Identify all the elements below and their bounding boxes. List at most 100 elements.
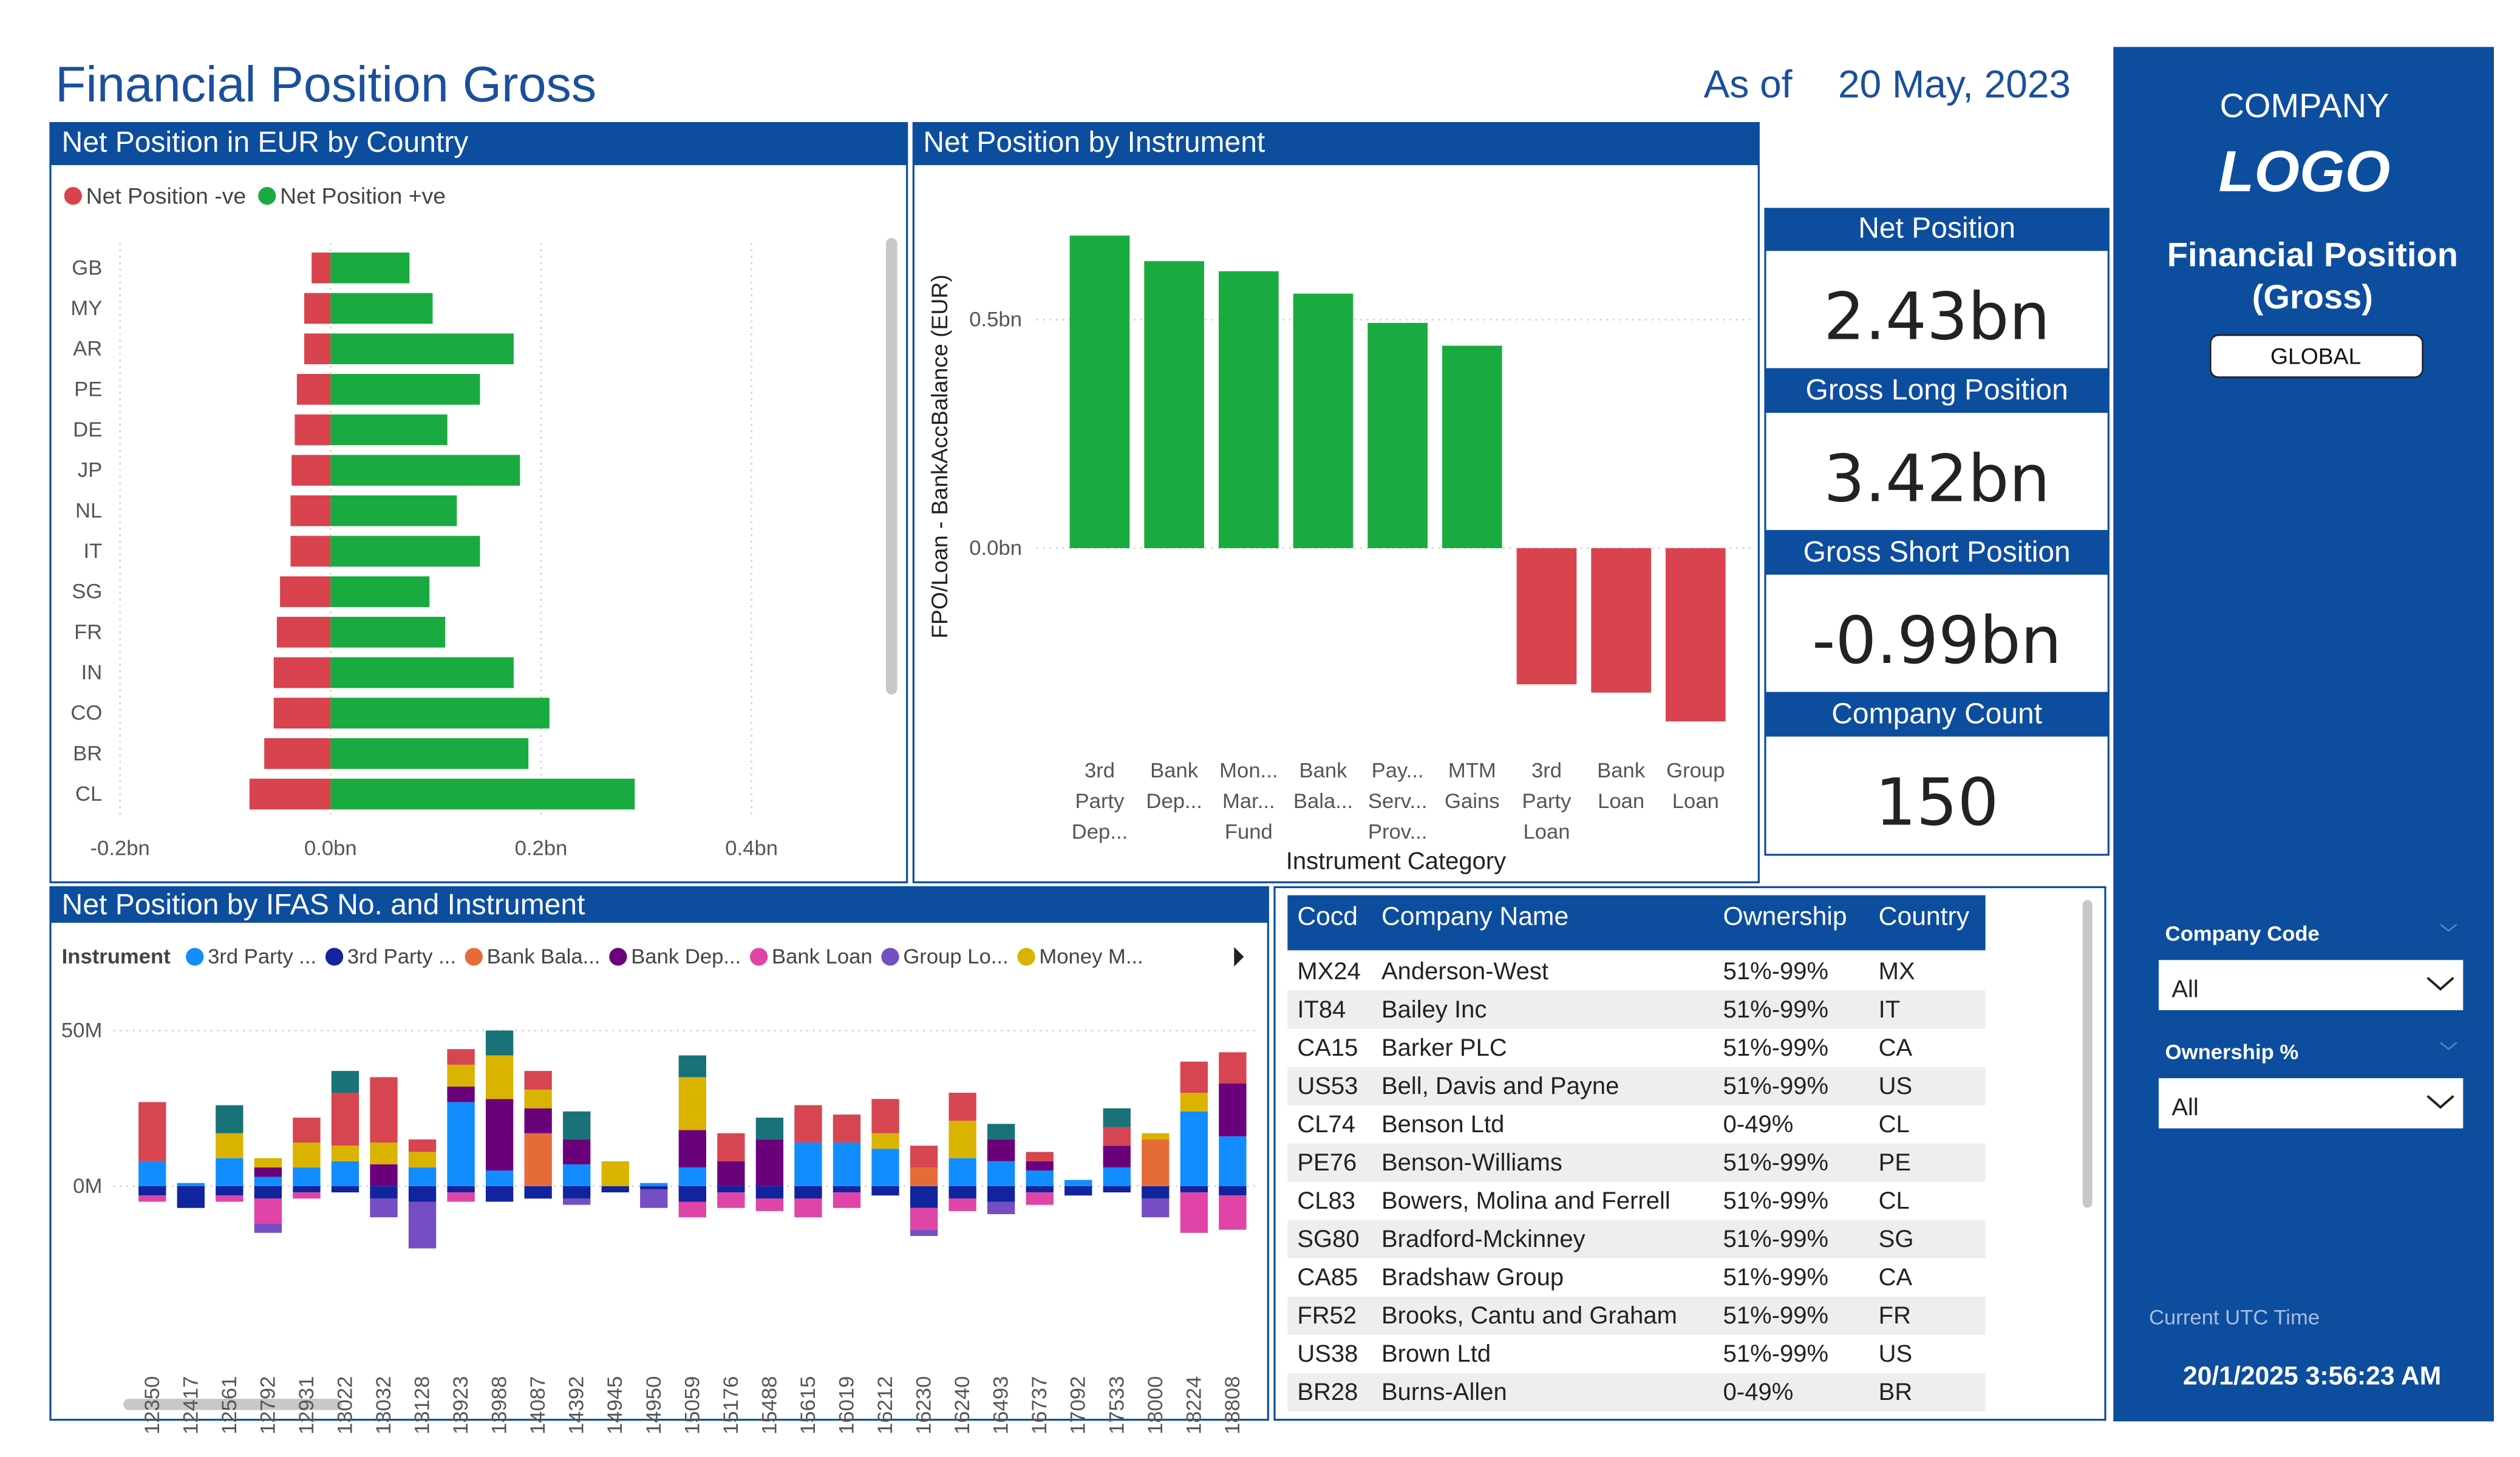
dropdown[interactable]: [2159, 960, 2464, 1010]
cell: Benson Ltd: [1381, 1111, 1504, 1138]
legend-title: Instrument: [62, 945, 171, 968]
cell: Bradshaw Group: [1381, 1264, 1564, 1291]
y-tick-label: NL: [75, 499, 102, 522]
bar-segment: [1026, 1192, 1054, 1205]
global-button[interactable]: [2210, 334, 2423, 378]
dropdown-value[interactable]: All: [2171, 1094, 2198, 1121]
bar-segment: [447, 1064, 475, 1087]
bar-segment: [1142, 1186, 1170, 1199]
bar-segment: [640, 1186, 668, 1189]
cell: MX: [1879, 958, 1915, 985]
bar-segment: [601, 1186, 629, 1193]
x-tick-label: Mon... Mar... Fund: [1219, 759, 1278, 843]
x-tick-label: 15615: [797, 1376, 820, 1435]
cell: CL74: [1297, 1111, 1355, 1138]
y-tick-label: 0.0bn: [969, 537, 1022, 560]
bar-segment: [138, 1186, 166, 1196]
cell: MX24: [1297, 958, 1361, 985]
scrollbar[interactable]: [123, 1399, 342, 1410]
bar-segment: [755, 1198, 784, 1211]
column-header: Company Name: [1381, 902, 1568, 931]
bar-segment: [601, 1161, 629, 1186]
x-tick-label: 13032: [372, 1376, 395, 1435]
legend-swatch: [881, 948, 899, 966]
bar-segment: [1026, 1161, 1054, 1171]
y-tick-label: IT: [84, 540, 103, 563]
bar-segment: [216, 1133, 243, 1158]
bar-segment: [254, 1198, 282, 1224]
legend-swatch: [325, 948, 344, 966]
panel-title: Net Position in EUR by Country: [62, 126, 469, 158]
filter-chevron[interactable]: [2440, 1042, 2457, 1050]
utc-time: 20/1/2025 3:56:23 AM: [2183, 1362, 2441, 1391]
legend-label: Bank Dep...: [631, 945, 741, 968]
scrollbar[interactable]: [886, 238, 897, 695]
bar-segment: [331, 1146, 359, 1161]
logo: LOGO: [2219, 139, 2391, 204]
kpi-header: [1765, 370, 2109, 413]
bar-segment: [948, 1093, 976, 1121]
bar-segment: [408, 1139, 437, 1152]
dropdown-chevron[interactable]: [2426, 1095, 2454, 1109]
bar-segment: [524, 1186, 552, 1199]
x-tick-label: Bank Loan: [1597, 759, 1646, 813]
bar-segment: [216, 1186, 243, 1196]
bar-segment: [987, 1139, 1015, 1161]
panel-header: [50, 887, 1269, 923]
x-tick-label: 3rd Party Dep...: [1072, 759, 1128, 843]
panel-frame: [1273, 886, 2106, 1421]
row-stripe: [1287, 1143, 1986, 1182]
cell: BR28: [1297, 1379, 1358, 1405]
bar-segment: [447, 1102, 475, 1186]
bar-segment: [1219, 1195, 1247, 1230]
legend-next-arrow[interactable]: [1234, 947, 1244, 966]
dropdown[interactable]: [2159, 1078, 2464, 1129]
bar: [330, 698, 550, 728]
bar-segment: [563, 1111, 591, 1139]
cell: Brooks, Cantu and Graham: [1381, 1302, 1677, 1329]
dropdown-chevron[interactable]: [2426, 977, 2454, 991]
bar-segment: [563, 1186, 591, 1199]
x-tick-label: 16493: [990, 1376, 1013, 1435]
x-tick-label: 17533: [1105, 1376, 1128, 1435]
legend-label: Bank Loan: [772, 945, 873, 968]
bar-segment: [794, 1198, 822, 1218]
legend-swatch: [609, 948, 627, 966]
x-tick-label: 0.2bn: [515, 837, 568, 860]
bar-segment: [254, 1186, 282, 1199]
bar-segment: [485, 1030, 514, 1056]
bar-segment: [871, 1133, 899, 1149]
row-stripe: [1287, 1373, 1986, 1411]
global-button-label[interactable]: GLOBAL: [2270, 344, 2361, 369]
dropdown-value[interactable]: All: [2171, 976, 2198, 1002]
bar-segment: [254, 1167, 282, 1177]
bar-segment: [447, 1086, 475, 1102]
bar-segment: [563, 1198, 591, 1205]
legend-label: 3rd Party ...: [347, 945, 456, 968]
scrollbar[interactable]: [2082, 900, 2093, 1208]
bar-segment: [717, 1192, 745, 1208]
x-tick-label: 13128: [411, 1376, 434, 1435]
bar-segment: [1026, 1186, 1054, 1193]
bar: [304, 333, 331, 364]
bar: [330, 455, 520, 486]
legend-swatch: [1017, 948, 1035, 966]
x-tick-label: 13022: [333, 1376, 356, 1435]
bar: [280, 576, 331, 607]
bar-segment: [1103, 1108, 1131, 1127]
bar-segment: [1180, 1061, 1208, 1093]
bar-segment: [408, 1167, 437, 1186]
bar-segment: [910, 1167, 938, 1186]
bar-segment: [1103, 1127, 1131, 1146]
sidebar: [2113, 47, 2494, 1422]
cell: US38: [1297, 1340, 1358, 1367]
bar-segment: [678, 1055, 706, 1078]
bar-segment: [678, 1201, 706, 1218]
x-tick-label: 18808: [1221, 1376, 1244, 1435]
company-label: COMPANY: [2220, 86, 2389, 124]
bar-segment: [833, 1114, 861, 1143]
x-tick-label: 12417: [179, 1376, 202, 1435]
x-tick-label: Bank Dep...: [1146, 759, 1202, 813]
filter-chevron[interactable]: [2440, 923, 2457, 932]
